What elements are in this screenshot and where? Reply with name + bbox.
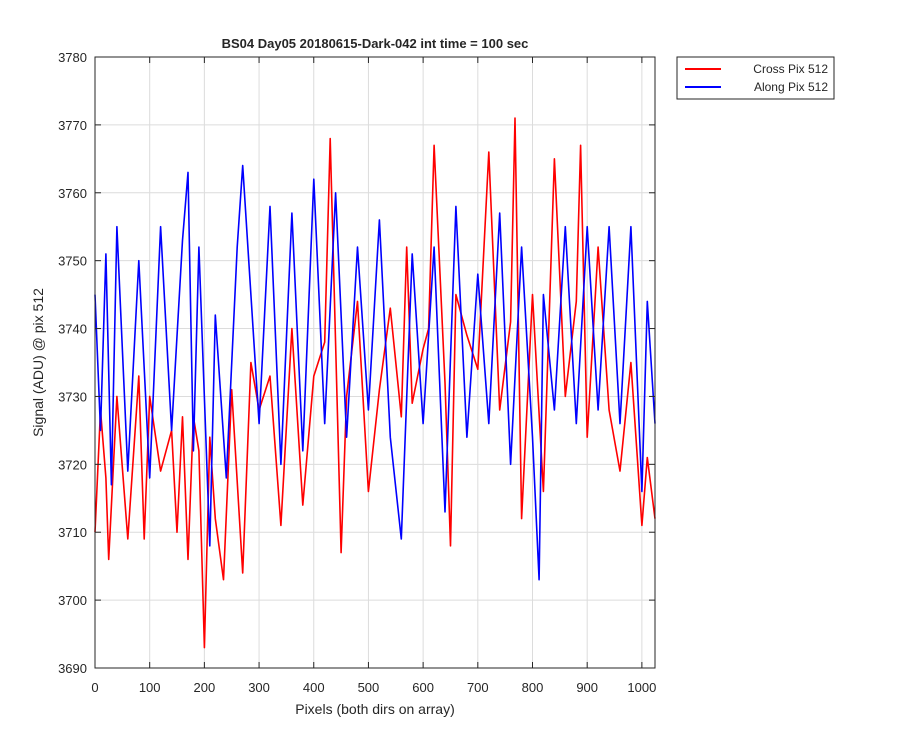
y-tick-label: 3750 (58, 254, 87, 269)
x-axis-label: Pixels (both dirs on array) (295, 701, 455, 717)
series-line-along-pix-512 (94, 164, 656, 581)
x-tick-label: 300 (248, 680, 270, 695)
x-tick-label: 600 (412, 680, 434, 695)
legend-label-cross: Cross Pix 512 (753, 62, 828, 76)
series-line-cross-pix-512 (94, 117, 656, 649)
x-tick-label: 1000 (627, 680, 656, 695)
x-tick-label: 200 (194, 680, 216, 695)
series-layer (94, 117, 656, 649)
x-tick-label: 500 (358, 680, 380, 695)
legend: Cross Pix 512 Along Pix 512 (676, 56, 835, 100)
y-tick-label: 3760 (58, 186, 87, 201)
y-tick-label: 3780 (58, 50, 87, 65)
y-tick-label: 3700 (58, 593, 87, 608)
axes-box (94, 56, 656, 669)
y-tick-label: 3770 (58, 118, 87, 133)
y-tick-label: 3730 (58, 389, 87, 404)
x-tick-label: 100 (139, 680, 161, 695)
x-tick-label: 700 (467, 680, 489, 695)
ticks (94, 56, 655, 669)
plot-area (95, 57, 655, 668)
y-tick-label: 3710 (58, 525, 87, 540)
chart-title: BS04 Day05 20180615-Dark-042 int time = … (222, 36, 529, 51)
y-axis-label: Signal (ADU) @ pix 512 (30, 288, 46, 437)
y-tick-label: 3740 (58, 322, 87, 337)
grid (95, 57, 655, 668)
x-tick-label: 0 (91, 680, 98, 695)
x-tick-label: 800 (522, 680, 544, 695)
x-tick-label: 900 (576, 680, 598, 695)
legend-label-along: Along Pix 512 (754, 80, 828, 94)
x-tick-label: 400 (303, 680, 325, 695)
y-tick-label: 3720 (58, 457, 87, 472)
y-tick-label: 3690 (58, 661, 87, 676)
legend-box (676, 56, 835, 100)
tick-labels: 0 100 200 300 400 500 600 700 800 900 1000 3690 3700… (58, 50, 656, 695)
